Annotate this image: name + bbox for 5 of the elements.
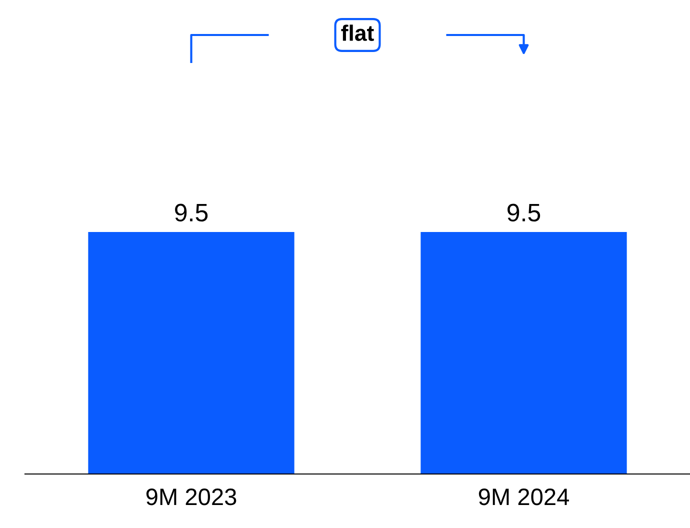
data-label: 9.5 [508, 204, 540, 222]
data-label: 9.5 [175, 204, 208, 222]
x-tick-label: 9M 2023 [146, 488, 236, 506]
x-tick-label: 9M 2024 [478, 488, 570, 506]
text: flat [341, 24, 374, 41]
